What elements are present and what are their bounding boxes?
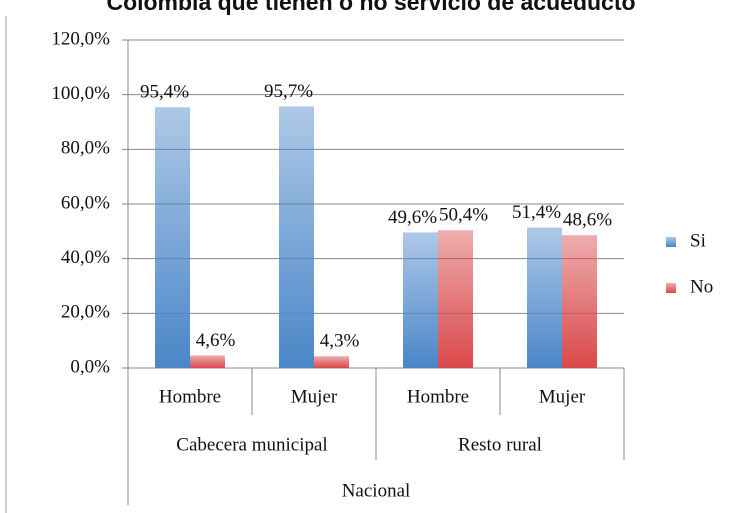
legend-label: Si <box>690 230 706 251</box>
y-tick-label: 80,0% <box>61 138 110 159</box>
data-label: 50,4% <box>439 205 488 226</box>
bar <box>403 232 438 368</box>
x-tick-label: Hombre <box>407 386 469 407</box>
data-label: 4,6% <box>196 330 236 351</box>
data-label: 49,6% <box>388 207 437 228</box>
bar <box>314 356 349 368</box>
group-label: Resto rural <box>458 434 542 455</box>
bar <box>279 106 314 369</box>
supergroup-label: Nacional <box>342 480 411 501</box>
y-tick-label: 120,0% <box>51 28 110 49</box>
x-tick-label: Mujer <box>539 386 586 407</box>
bar <box>155 107 190 369</box>
y-tick-label: 0,0% <box>70 356 110 377</box>
legend-swatch <box>666 237 676 247</box>
bar <box>190 355 225 368</box>
y-tick-label: 40,0% <box>61 247 110 268</box>
x-tick-label: Mujer <box>291 386 338 407</box>
y-tick-label: 100,0% <box>51 83 110 104</box>
legend-swatch <box>666 283 676 293</box>
x-tick-label: Hombre <box>159 386 221 407</box>
data-label: 51,4% <box>512 202 561 223</box>
y-tick-label: 20,0% <box>61 302 110 323</box>
data-label: 95,4% <box>140 82 189 103</box>
data-label: 48,6% <box>563 210 612 231</box>
chart-title: Colombia que tienen o no servicio de acu… <box>106 0 635 15</box>
data-label: 4,3% <box>320 331 360 352</box>
bar <box>438 230 473 368</box>
group-label: Cabecera municipal <box>176 434 327 455</box>
data-label: 95,7% <box>264 81 313 102</box>
y-tick-label: 60,0% <box>61 192 110 213</box>
bar <box>562 235 597 368</box>
bar <box>527 227 562 368</box>
legend-label: No <box>690 276 713 297</box>
